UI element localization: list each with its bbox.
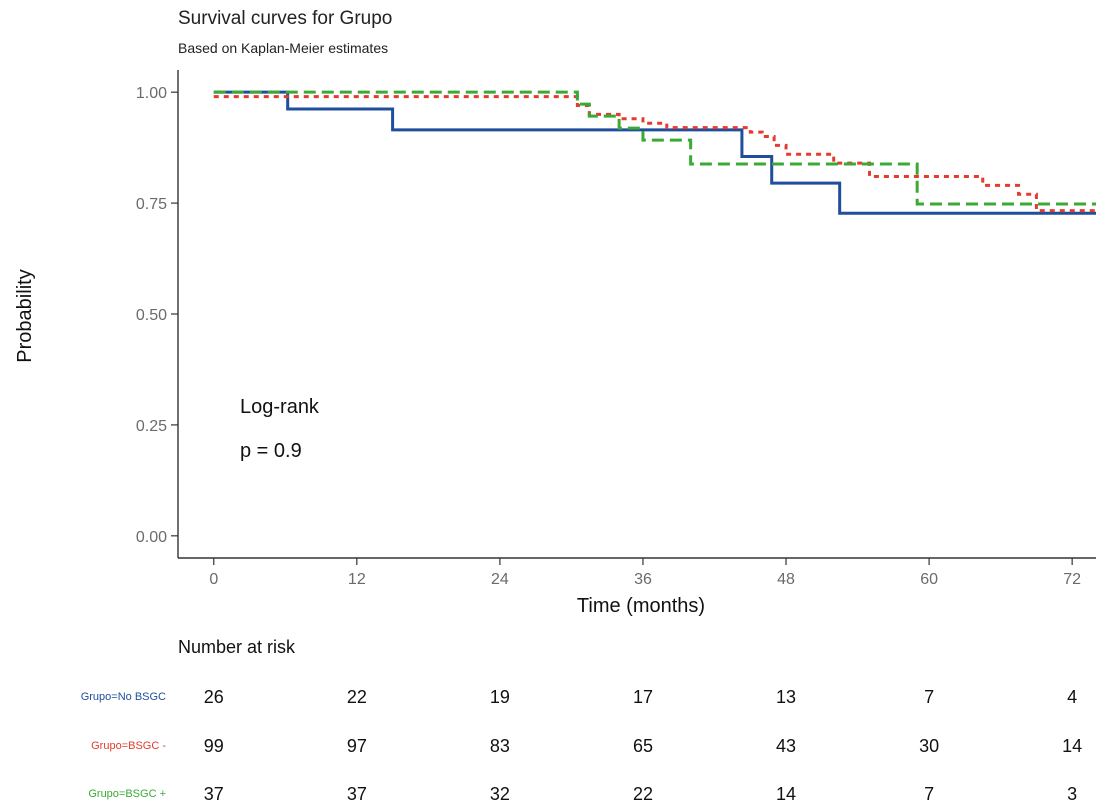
risk-value: 17 <box>633 687 653 707</box>
risk-value: 22 <box>347 687 367 707</box>
series-line-1 <box>213 90 1096 215</box>
risk-value: 14 <box>776 784 796 804</box>
risk-value: 99 <box>204 736 224 756</box>
risk-value: 32 <box>490 784 510 804</box>
x-tick-label: 24 <box>491 571 509 588</box>
risk-value: 97 <box>347 736 367 756</box>
y-tick-label: 0.00 <box>136 529 167 546</box>
x-tick-label: 36 <box>634 571 652 588</box>
risk-value: 43 <box>776 736 796 756</box>
y-tick-label: 1.00 <box>136 85 167 102</box>
x-tick-label: 12 <box>348 571 366 588</box>
log-rank-label: Log-rank <box>240 396 320 418</box>
y-axis-title: Probability <box>14 269 36 362</box>
x-tick-label: 0 <box>209 571 218 588</box>
x-tick-label: 48 <box>777 571 795 588</box>
y-tick-label: 0.25 <box>136 418 167 435</box>
plot-area: 0.00 0.25 0.50 0.75 1.00 0 12 24 36 48 60 72 <box>136 70 1096 588</box>
risk-row-label: Grupo=BSGC + <box>88 788 166 800</box>
risk-table: Grupo=No BSGC 26 22 19 17 13 7 4 Grupo=BSGC - 99 9… <box>81 687 1082 804</box>
risk-value: 26 <box>204 687 224 707</box>
risk-value: 30 <box>919 736 939 756</box>
y-tick-label: 0.50 <box>136 307 167 324</box>
risk-value: 13 <box>776 687 796 707</box>
series-line-3 <box>213 90 1096 206</box>
chart-subtitle: Based on Kaplan-Meier estimates <box>178 40 388 56</box>
risk-row-label: Grupo=BSGC - <box>91 740 166 752</box>
series-line-2 <box>213 95 1096 213</box>
risk-value: 3 <box>1067 784 1077 804</box>
risk-value: 7 <box>924 687 934 707</box>
risk-value: 19 <box>490 687 510 707</box>
x-axis-title: Time (months) <box>577 595 705 617</box>
risk-value: 37 <box>347 784 367 804</box>
risk-value: 37 <box>204 784 224 804</box>
p-value-label: p = 0.9 <box>240 440 302 462</box>
y-tick-label: 0.75 <box>136 196 167 213</box>
risk-value: 65 <box>633 736 653 756</box>
chart-title: Survival curves for Grupo <box>178 8 392 29</box>
risk-value: 83 <box>490 736 510 756</box>
risk-value: 7 <box>924 784 934 804</box>
risk-row-label: Grupo=No BSGC <box>81 691 166 703</box>
x-tick-label: 60 <box>920 571 938 588</box>
risk-value: 14 <box>1062 736 1082 756</box>
risk-value: 4 <box>1067 687 1077 707</box>
risk-table-title: Number at risk <box>178 637 296 657</box>
x-tick-label: 72 <box>1063 571 1081 588</box>
risk-value: 22 <box>633 784 653 804</box>
